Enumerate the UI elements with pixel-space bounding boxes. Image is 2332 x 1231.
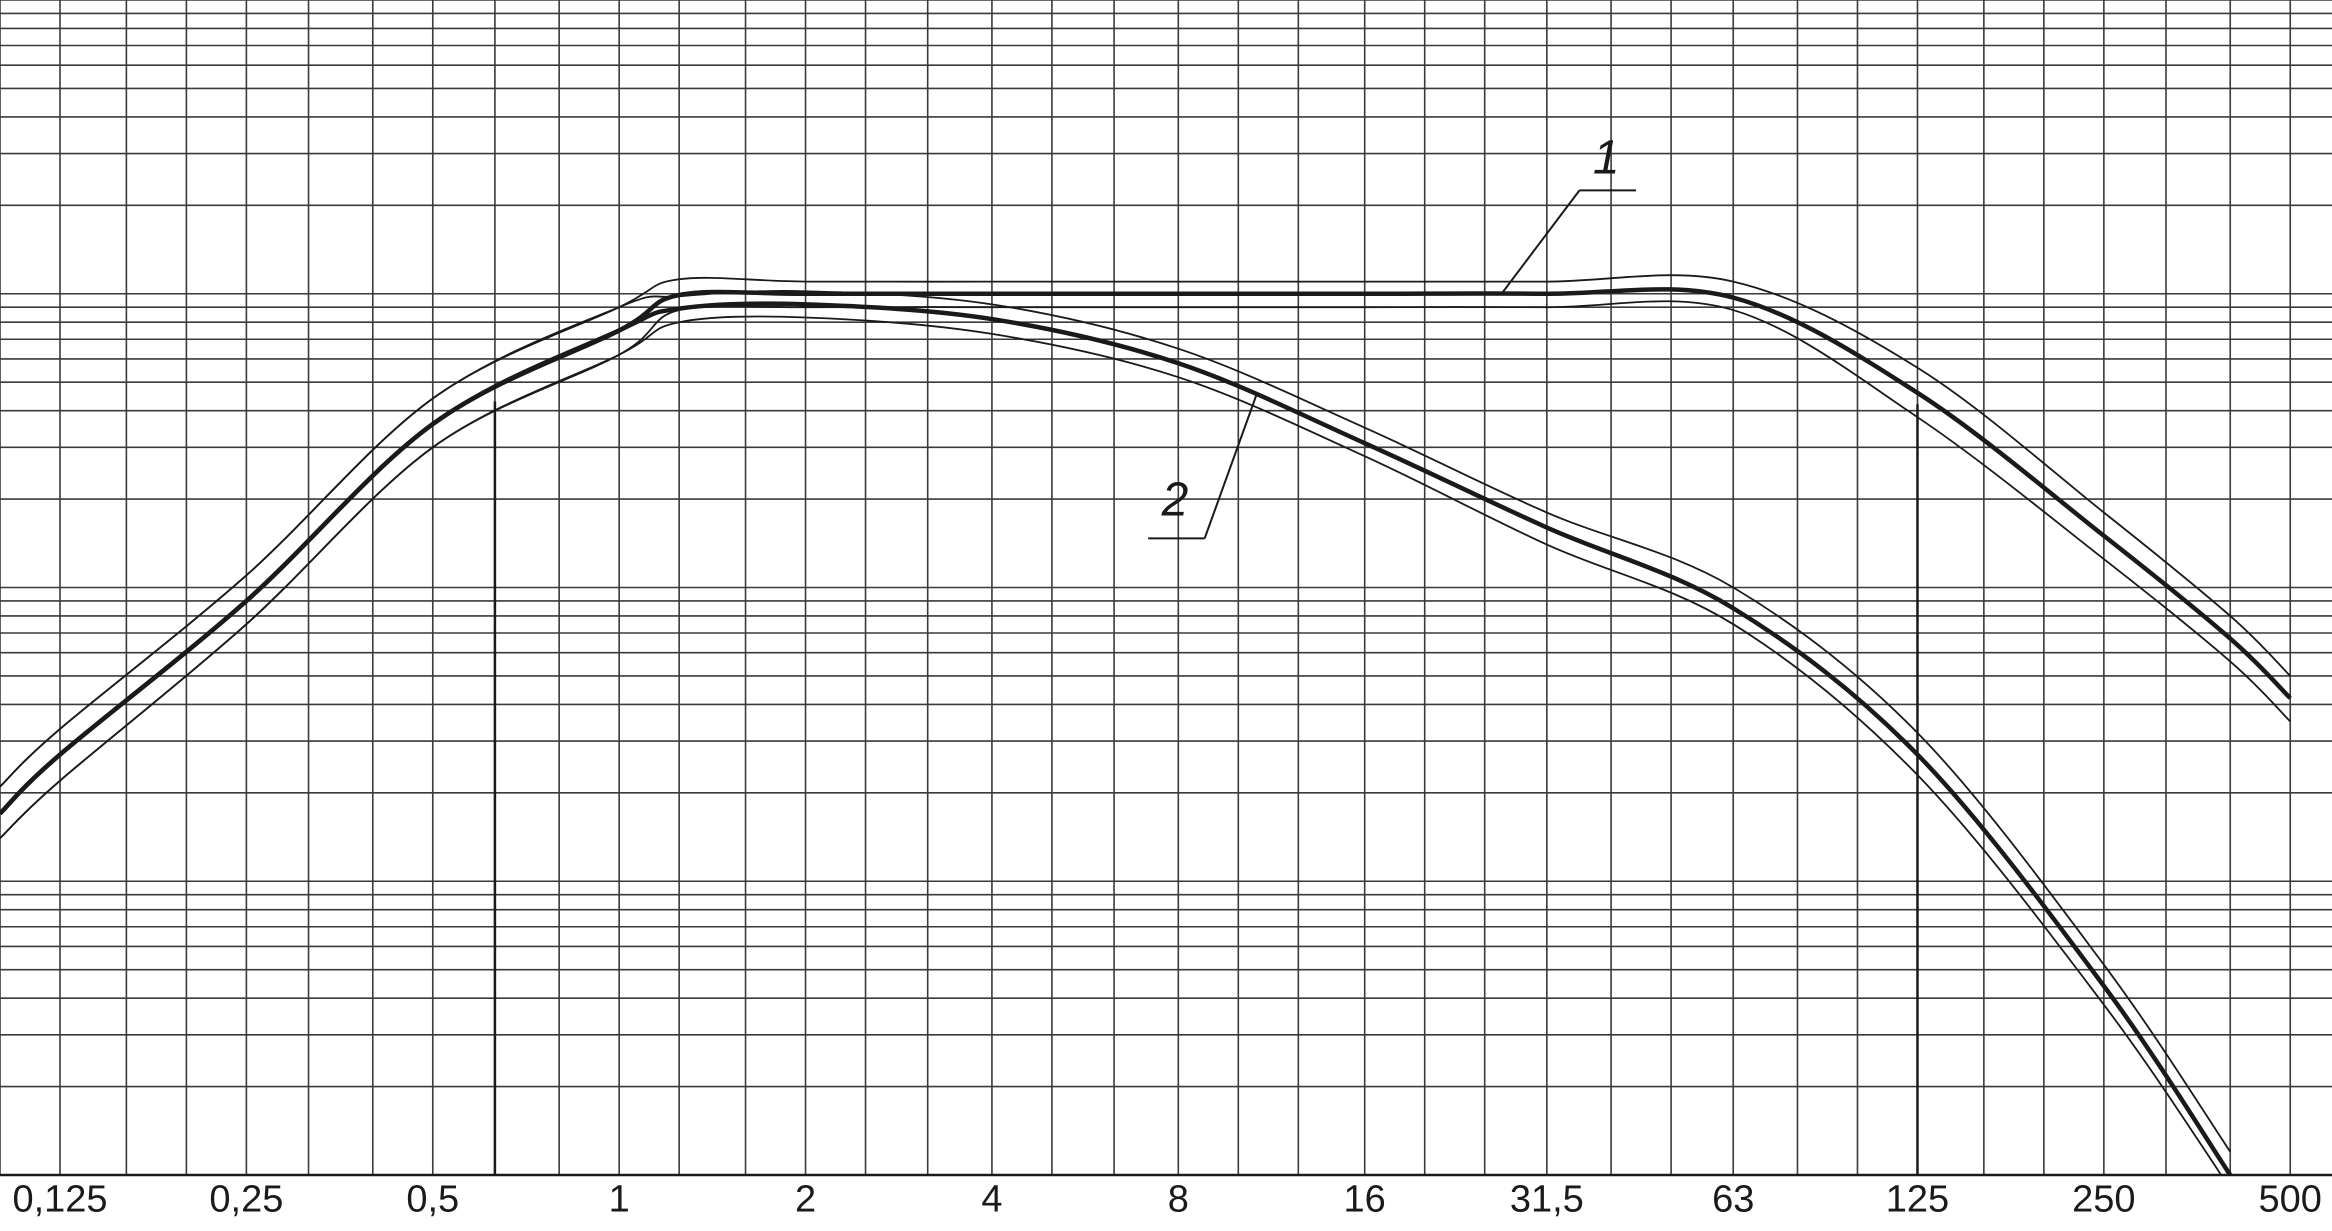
x-tick-label: 250 [2072,1179,2135,1221]
leader-line [1501,189,1581,294]
x-tick-label: 0,25 [209,1179,283,1221]
curve-label: 2 [1161,473,1189,526]
x-tick-label: 0,125 [12,1179,107,1221]
x-tick-label: 2 [795,1179,816,1221]
curve [0,315,2223,1175]
x-tick-label: 125 [1886,1179,1949,1221]
x-tick-label: 63 [1712,1179,1754,1221]
x-tick-label: 16 [1344,1179,1386,1221]
curve-label: 1 [1593,131,1620,184]
x-tick-label: 8 [1168,1179,1189,1221]
x-tick-label: 31,5 [1510,1179,1584,1221]
x-tick-label: 500 [2259,1179,2322,1221]
leader-line [1203,393,1258,539]
curve [0,290,2231,1153]
x-tick-label: 0,5 [406,1179,459,1221]
curve [0,287,2292,816]
x-tick-label: 1 [609,1179,630,1221]
plot [0,0,2332,1175]
curve [0,301,2233,1175]
x-tick-label: 4 [981,1179,1002,1221]
